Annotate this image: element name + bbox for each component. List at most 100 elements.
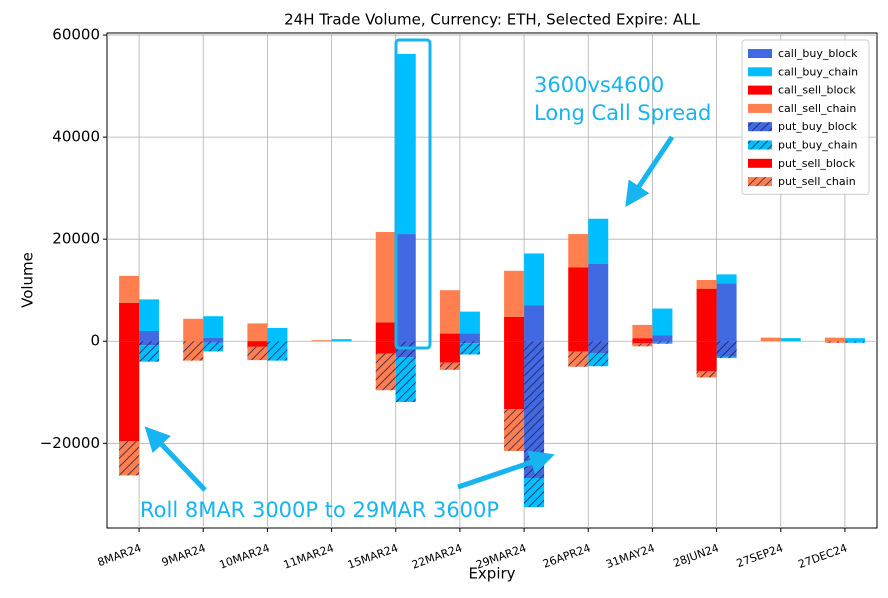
y-tick-label: 20000 bbox=[52, 230, 100, 248]
x-tick-label: 8MAR24 bbox=[96, 541, 143, 569]
bar-segment bbox=[247, 341, 268, 347]
bar-hatch bbox=[203, 341, 224, 343]
legend-swatch bbox=[748, 49, 772, 58]
bar-segment bbox=[716, 283, 737, 342]
legend-label: put_buy_chain bbox=[778, 139, 858, 152]
arrow bbox=[144, 426, 207, 492]
bar-segment bbox=[439, 290, 460, 334]
legend-hatch bbox=[748, 140, 772, 150]
bar-segment bbox=[439, 333, 460, 342]
bar-segment bbox=[139, 299, 160, 332]
bar-segment bbox=[844, 338, 865, 342]
bar-hatch bbox=[375, 353, 396, 391]
legend-swatch bbox=[748, 158, 772, 168]
plot-frame bbox=[106, 32, 878, 529]
chart-title: 24H Trade Volume, Currency: ETH, Selecte… bbox=[284, 11, 700, 29]
bar-hatch bbox=[632, 343, 653, 347]
bar-segment bbox=[119, 302, 140, 342]
bar-hatch bbox=[568, 351, 589, 367]
bar-segment bbox=[824, 337, 845, 342]
x-tick-label: 22MAR24 bbox=[410, 541, 464, 571]
bar-hatch bbox=[524, 477, 545, 508]
bar-segment bbox=[459, 311, 480, 334]
annotation: Roll 8MAR 3000P to 29MAR 3600P bbox=[140, 498, 499, 522]
bar-segment bbox=[267, 327, 288, 342]
bar-segment bbox=[760, 337, 781, 342]
bar-hatch bbox=[652, 342, 673, 344]
bar-hatch bbox=[247, 346, 268, 361]
bar-hatch bbox=[588, 341, 609, 353]
legend-hatch bbox=[748, 122, 772, 132]
x-tick-label: 10MAR24 bbox=[218, 541, 272, 571]
legend-hatch bbox=[748, 177, 772, 187]
bar-hatch bbox=[439, 362, 460, 370]
bar-segment bbox=[203, 337, 224, 342]
bar-hatch bbox=[696, 371, 717, 378]
legend-label: put_buy_block bbox=[778, 120, 858, 133]
legend-label: call_sell_chain bbox=[778, 102, 856, 115]
x-tick-label: 27DEC24 bbox=[796, 541, 848, 571]
arrow bbox=[457, 450, 555, 490]
bar-segment bbox=[524, 253, 545, 306]
bar-segment bbox=[331, 339, 352, 342]
x-tick-label: 15MAR24 bbox=[346, 541, 400, 571]
bar-segment bbox=[439, 341, 460, 363]
x-tick-label: 31MAY24 bbox=[604, 541, 656, 571]
bar-segment bbox=[139, 331, 160, 342]
bar-segment bbox=[504, 316, 525, 342]
bar-hatch bbox=[267, 341, 288, 342]
bar-hatch bbox=[139, 345, 160, 362]
bar-segment bbox=[632, 324, 653, 339]
bar-segment bbox=[459, 333, 480, 342]
bar-segment bbox=[119, 341, 140, 442]
annotation: 3600vs4600 bbox=[534, 73, 664, 97]
arrow bbox=[625, 135, 675, 208]
bar-segment bbox=[568, 341, 589, 352]
y-tick-label: 60000 bbox=[52, 26, 100, 44]
x-tick-label: 11MAR24 bbox=[282, 541, 336, 571]
highlight-box bbox=[394, 38, 432, 350]
y-tick-label: −20000 bbox=[40, 434, 100, 452]
bar-segment bbox=[568, 234, 589, 268]
x-tick-label: 27SEP24 bbox=[735, 541, 785, 570]
bar-hatch bbox=[203, 342, 224, 352]
bar-segment bbox=[632, 338, 653, 342]
bar-segment bbox=[696, 279, 717, 289]
bar-segment bbox=[395, 53, 416, 235]
bar-segment bbox=[696, 341, 717, 372]
bar-hatch bbox=[504, 409, 525, 451]
legend-swatch bbox=[748, 67, 772, 77]
bar-segment bbox=[311, 340, 332, 342]
legend-swatch bbox=[748, 103, 772, 113]
legend-box bbox=[741, 39, 870, 195]
bar-segment bbox=[375, 341, 396, 354]
bar-segment bbox=[247, 323, 268, 342]
legend-label: call_sell_block bbox=[778, 84, 856, 97]
bar-segment bbox=[652, 308, 673, 336]
legend-label: put_sell_chain bbox=[778, 175, 856, 188]
bar-hatch bbox=[183, 341, 204, 361]
bar-segment bbox=[375, 322, 396, 342]
bar-hatch bbox=[844, 341, 865, 343]
bar-segment bbox=[375, 232, 396, 323]
bar-hatch bbox=[119, 441, 140, 476]
bar-hatch bbox=[459, 341, 480, 344]
x-tick-label: 26APR24 bbox=[541, 541, 592, 570]
y-tick-label: 0 bbox=[90, 332, 100, 350]
bar-segment bbox=[119, 275, 140, 303]
y-tick-label: 40000 bbox=[52, 128, 100, 146]
legend-label: put_sell_block bbox=[778, 157, 856, 170]
bar-hatch bbox=[459, 343, 480, 355]
x-tick-label: 9MAR24 bbox=[160, 541, 207, 569]
bar-hatch bbox=[652, 341, 673, 343]
annotation: Long Call Spread bbox=[534, 101, 711, 125]
bar-segment bbox=[696, 288, 717, 342]
bar-segment bbox=[504, 341, 525, 410]
bar-segment bbox=[183, 318, 204, 342]
bar-hatch bbox=[395, 357, 416, 402]
x-tick-label: 28JUN24 bbox=[672, 541, 721, 569]
bar-hatch bbox=[139, 341, 160, 346]
bar-segment bbox=[504, 270, 525, 317]
bar-segment bbox=[568, 267, 589, 342]
